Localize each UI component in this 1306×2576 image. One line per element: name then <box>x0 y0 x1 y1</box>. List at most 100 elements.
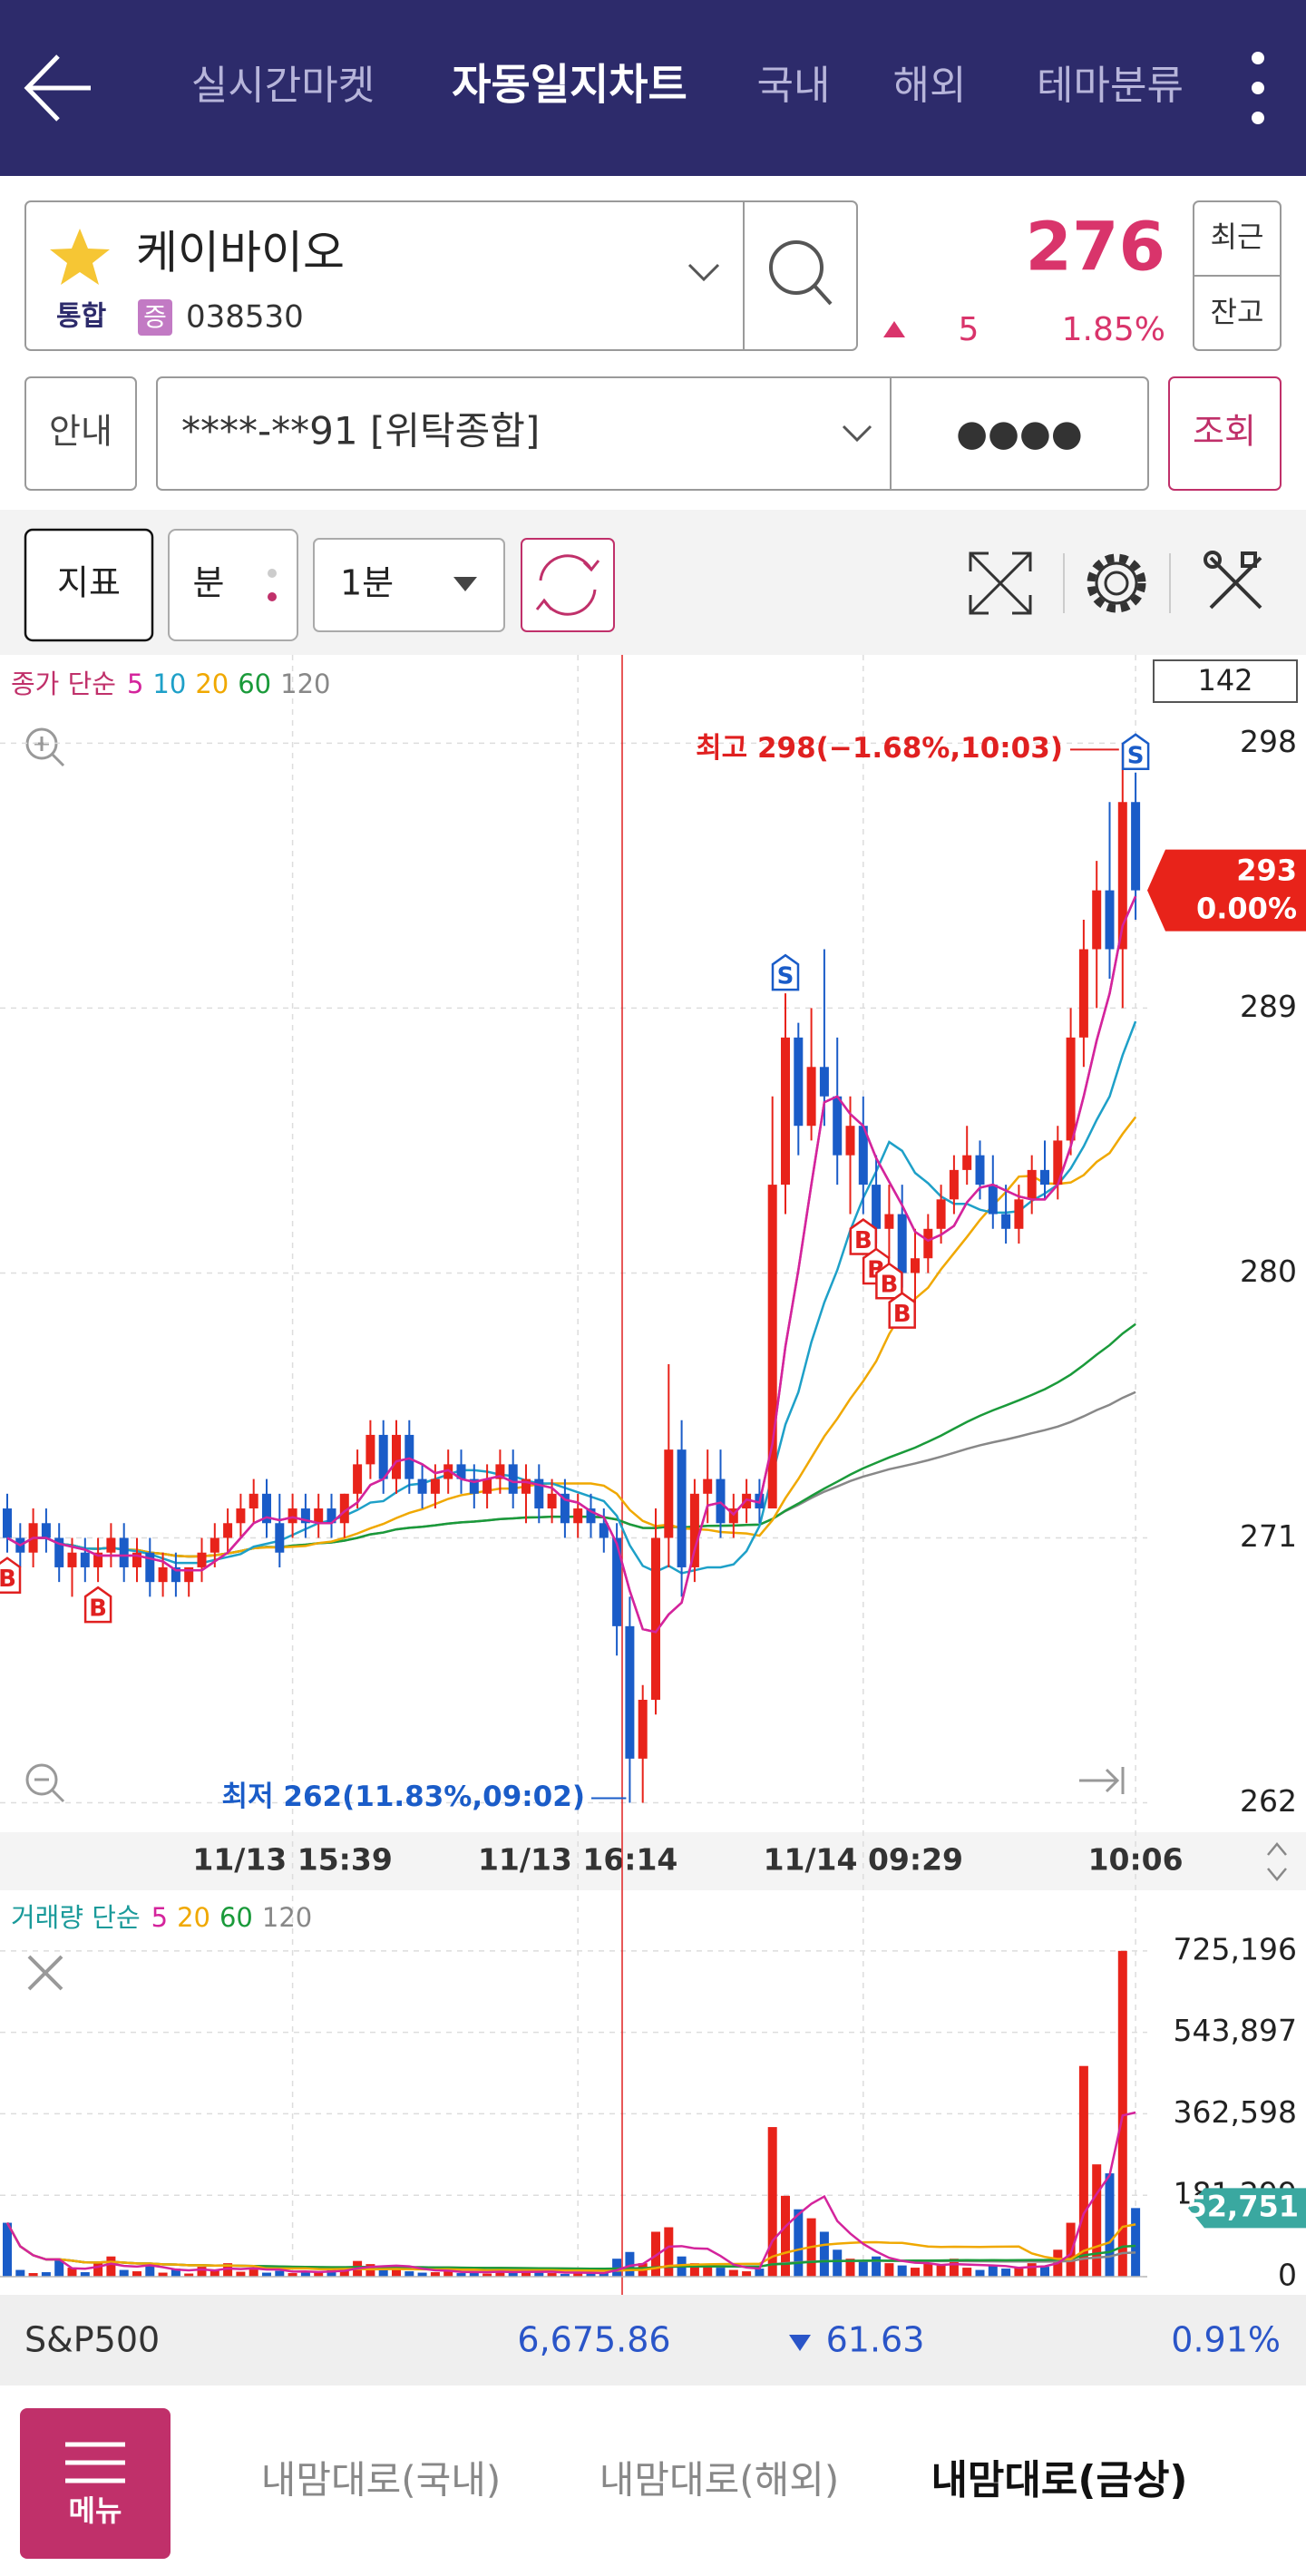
indicator-button[interactable] <box>24 528 154 642</box>
candle-body <box>1131 802 1141 891</box>
volume-bar <box>923 2263 933 2277</box>
volume-bar <box>1066 2222 1076 2277</box>
candle-body <box>586 1508 596 1524</box>
volume-bar <box>1117 1950 1127 2277</box>
volume-bar <box>41 2272 51 2277</box>
dropdown-chevron[interactable] <box>687 263 720 282</box>
candle-body <box>962 1155 972 1170</box>
dropdown-chevron[interactable] <box>842 424 872 443</box>
moving-average <box>6 1116 1137 1558</box>
volume-bar <box>845 2259 855 2277</box>
volume-bar <box>184 2273 194 2277</box>
recent-button[interactable]: 최근 <box>1211 220 1264 254</box>
zoom-out-button[interactable] <box>25 1763 65 1803</box>
legend-entry: 20 <box>195 668 229 699</box>
candle-body <box>80 1552 90 1567</box>
signal-marker <box>888 1292 916 1329</box>
ticker-name: S&P500 <box>24 2320 160 2360</box>
legend-entry: 5 <box>127 668 143 699</box>
settings-button[interactable] <box>1087 553 1146 613</box>
volume-bar <box>210 2270 219 2277</box>
nav-tab-active[interactable]: 내맘대로(금상) <box>931 2457 1187 2503</box>
account-box[interactable] <box>156 376 1149 491</box>
volume-bar <box>314 2272 324 2277</box>
close-volume[interactable] <box>27 1955 63 1991</box>
volume-bar <box>586 2273 596 2277</box>
candle-body <box>689 1493 699 1567</box>
balance-button[interactable]: 잔고 <box>1211 295 1264 329</box>
volume-tag-value: 152,751 <box>1166 2189 1299 2223</box>
candle-body <box>573 1508 583 1524</box>
volume-bar <box>482 2273 492 2277</box>
volume-bar <box>1027 2263 1037 2277</box>
unit-text: 분 <box>193 563 225 603</box>
guide-button[interactable] <box>24 376 137 491</box>
favorite-star[interactable] <box>50 229 110 285</box>
volume-bar <box>521 2272 531 2277</box>
stock-box[interactable] <box>24 200 858 351</box>
candle-body <box>975 1155 985 1186</box>
tab-active[interactable]: 자동일지차트 <box>452 61 687 111</box>
volume-bar <box>93 2263 103 2277</box>
candle-body <box>872 1185 882 1229</box>
tab[interactable]: 테마분류 <box>1037 63 1184 109</box>
volume-bar <box>858 2260 868 2277</box>
candle-body <box>1117 802 1127 950</box>
tab[interactable]: 실시간마켓 <box>191 63 375 109</box>
scroll-end-button[interactable] <box>1079 1767 1125 1794</box>
candle-body <box>210 1537 219 1553</box>
query-button[interactable] <box>1168 376 1282 491</box>
candle-body <box>67 1552 77 1567</box>
volume-bar <box>80 2272 90 2277</box>
volume-bar <box>767 2127 777 2277</box>
volume-bar <box>1078 2065 1088 2277</box>
select-arrow <box>453 577 477 591</box>
price-change: 5 <box>959 311 980 348</box>
badge-text: 증 <box>143 302 167 332</box>
y-tick-label: 280 <box>1240 1254 1297 1289</box>
refresh-button[interactable] <box>521 538 615 632</box>
nav-tab[interactable]: 내맘대로(해외) <box>599 2458 840 2503</box>
nav-tab[interactable]: 내맘대로(국내) <box>261 2458 502 2503</box>
back-button[interactable] <box>24 54 91 122</box>
change-rate: 1.85% <box>1062 311 1165 348</box>
candle-body <box>392 1434 401 1479</box>
moving-average <box>6 895 1137 1634</box>
password[interactable]: ●●●● <box>956 413 1083 454</box>
legend-entry: 120 <box>262 1902 312 1933</box>
candle-body <box>132 1552 141 1567</box>
tab[interactable]: 국내 <box>757 63 831 109</box>
tab[interactable]: 해외 <box>893 63 967 109</box>
volume-bar <box>1040 2267 1049 2277</box>
volume-bar <box>288 2273 297 2277</box>
more-menu[interactable] <box>1252 52 1264 124</box>
candle-body <box>638 1699 648 1759</box>
legend-label: 거래량 단순 <box>11 1902 141 1933</box>
search-button[interactable] <box>769 240 833 306</box>
volume-bar <box>508 2272 518 2277</box>
volume-bar <box>755 2269 765 2277</box>
volume-bar <box>197 2267 207 2277</box>
signal-marker <box>771 953 800 991</box>
volume-bar <box>300 2271 310 2277</box>
signal-marker <box>1121 733 1150 771</box>
legend-entry: 20 <box>177 1902 210 1933</box>
volume-bar <box>67 2268 77 2277</box>
expand-button[interactable] <box>969 551 1032 615</box>
tools-button[interactable] <box>1204 551 1262 610</box>
candle-body <box>1040 1169 1049 1186</box>
candle-body <box>884 1214 894 1229</box>
candle-body <box>508 1464 518 1494</box>
interval-select[interactable] <box>313 538 505 632</box>
axis-toggle[interactable] <box>1267 1842 1287 1881</box>
volume-bar <box>651 2231 660 2277</box>
candle-body <box>249 1493 258 1509</box>
stock-code: 038530 <box>186 299 304 336</box>
x-axis-bg <box>0 1832 1306 1890</box>
unit-button[interactable] <box>168 529 298 641</box>
menu-button[interactable] <box>20 2408 171 2559</box>
candle-body <box>430 1478 440 1494</box>
volume-bar <box>469 2271 479 2277</box>
legend-entry: 10 <box>152 668 186 699</box>
